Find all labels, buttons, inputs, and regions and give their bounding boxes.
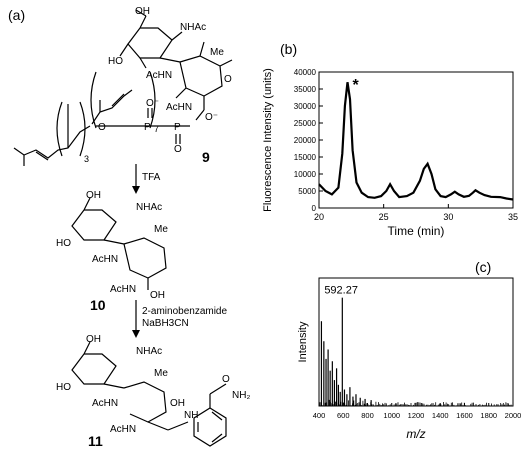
panel-b: (b) 0 5000 10000 15000 20000 25000 30000 35000 4… [262,41,518,238]
chart-c-xtick-label: 1800 [480,411,497,420]
compound-9-structure [13,9,233,166]
chart-b-ytick-label: 0 [312,204,317,213]
chart-c-xtick-label: 800 [361,411,374,420]
chart-c-peaks [320,297,372,406]
chart-c-xtick-label: 1400 [432,411,449,420]
atom-o-2: O [98,122,106,133]
chart-b-ytick-label: 30000 [294,102,317,111]
reaction-arrow-1 [132,164,140,194]
atom-o-minus: O⁻ [146,98,159,109]
compound-11-structure [71,341,227,447]
compound-11-label: 11 [88,433,103,449]
chart-c-frame [318,277,514,407]
atom-oh-10: OH [86,190,101,201]
chart-c-xtick-label: 1000 [383,411,400,420]
chart-b-ytick-label: 10000 [294,170,317,179]
panel-c-label: (c) [475,259,491,275]
chart-b-x-axis: 20 25 30 35 [314,204,518,222]
atom-o-minus-2: O⁻ [205,112,218,123]
chart-b-xtick-label: 30 [443,212,453,222]
chart-b-ytick-label: 25000 [294,119,317,128]
atom-achn-11: AcHN [92,398,118,409]
compound-10-structure [71,197,167,290]
compound-9-label: 9 [202,149,210,165]
atom-o-11: O [222,374,230,385]
atom-p-2: P [174,122,181,133]
chart-c-xlabel: m/z [406,427,425,441]
atom-nh2-11: NH₂ [232,390,250,401]
reaction-arrow-2 [132,300,140,338]
subscript-3: 3 [84,154,89,164]
reagent-nabh3cn: NaBH3CN [142,318,189,329]
reagent-tfa: TFA [142,172,161,183]
chart-c-xtick-label: 400 [313,411,326,420]
chart-b-xtick-label: 25 [379,212,389,222]
atom-ho-10: HO [56,238,71,249]
atom-oh: OH [135,6,150,17]
atom-me-11: Me [154,368,168,379]
atom-ho: HO [108,56,123,67]
chart-c-ylabel: Intensity [297,321,309,362]
chart-b-ylabel: Fluorescence Intensity (units) [262,68,274,212]
reagent-aminobenzamide: 2-aminobenzamide [142,306,227,317]
panel-b-label: (b) [280,41,297,57]
chart-c-peak-label: 592.27 [324,285,358,297]
chart-c-xtick-label: 600 [337,411,350,420]
atom-nh-11: NH [184,410,198,421]
atom-oh-11-2: OH [170,398,185,409]
chart-b-series-line [318,82,514,201]
chart-b-xtick-label: 20 [314,212,324,222]
atom-achn-10: AcHN [92,254,118,265]
atom-oh-10-2: OH [150,290,165,301]
atom-achn: AcHN [146,70,172,81]
chart-b-y-axis: 0 5000 10000 15000 20000 25000 30000 35000 40000 [294,68,323,213]
panel-a-label: (a) [8,7,25,23]
chart-c-baseline-noise [319,399,512,406]
panel-c: (c) 400 600 800 1000 1200 1400 1600 1800 2000 59… [297,259,521,441]
chart-b-ytick-label: 35000 [294,85,317,94]
compound-10-label: 10 [90,297,106,313]
atom-nhac-10: NHAc [136,202,162,213]
chart-b-xtick-label: 35 [508,212,518,222]
chart-b-ytick-label: 20000 [294,136,317,145]
atom-o: O [224,74,232,85]
atom-p: P [144,122,151,133]
panel-a: (a) [8,6,250,449]
chart-c-xtick-label: 2000 [505,411,522,420]
atom-nhac: NHAc [180,22,206,33]
atom-achn-10-2: AcHN [110,284,136,295]
chart-c-xtick-label: 1200 [408,411,425,420]
atom-me-10: Me [154,224,168,235]
atom-oh-11: OH [86,334,101,345]
atom-me: Me [210,47,224,58]
subscript-7: 7 [154,124,159,134]
chart-b-ytick-label: 15000 [294,153,317,162]
chart-b-ytick-label: 5000 [298,187,316,196]
chart-b-ytick-label: 40000 [294,68,317,77]
atom-o-3: O [174,144,182,155]
atom-achn-11-2: AcHN [110,424,136,435]
atom-achn-2: AcHN [166,102,192,113]
atom-ho-11: HO [56,382,71,393]
chart-b-peak-star: * [352,77,359,94]
atom-nhac-11: NHAc [136,346,162,357]
chart-b-xlabel: Time (min) [388,224,445,238]
chart-c-xtick-label: 1600 [456,411,473,420]
